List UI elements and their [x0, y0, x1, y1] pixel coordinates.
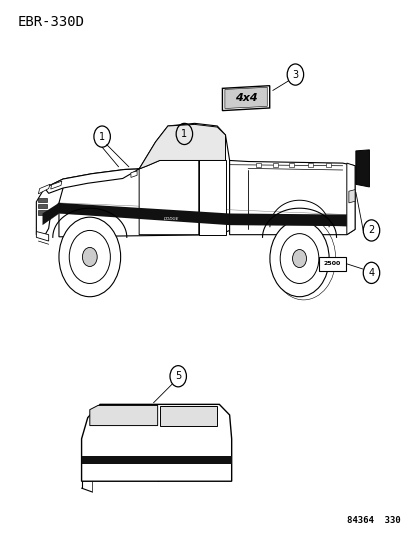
- Text: 84364  330: 84364 330: [346, 516, 399, 525]
- Polygon shape: [198, 160, 225, 235]
- Text: 4x4: 4x4: [234, 93, 257, 103]
- Polygon shape: [229, 160, 354, 235]
- Polygon shape: [318, 257, 345, 271]
- Text: EBR-330D: EBR-330D: [18, 14, 85, 29]
- Polygon shape: [81, 405, 231, 481]
- Text: 2500: 2500: [323, 261, 340, 266]
- Circle shape: [280, 233, 318, 284]
- Polygon shape: [325, 163, 330, 167]
- Polygon shape: [51, 181, 62, 189]
- Text: 2: 2: [368, 225, 374, 236]
- Polygon shape: [289, 163, 294, 167]
- Polygon shape: [139, 124, 225, 169]
- Polygon shape: [139, 160, 198, 235]
- Polygon shape: [346, 163, 354, 235]
- Polygon shape: [229, 214, 346, 226]
- Polygon shape: [43, 203, 59, 225]
- Circle shape: [69, 230, 110, 284]
- Polygon shape: [38, 204, 47, 208]
- Text: 1: 1: [181, 129, 187, 139]
- Text: 4: 4: [368, 268, 374, 278]
- Polygon shape: [59, 203, 229, 225]
- Polygon shape: [45, 123, 229, 237]
- Polygon shape: [45, 169, 139, 193]
- Polygon shape: [348, 190, 354, 203]
- Polygon shape: [272, 163, 277, 167]
- Circle shape: [59, 217, 120, 297]
- Text: 1: 1: [99, 132, 105, 142]
- Polygon shape: [38, 211, 47, 215]
- Polygon shape: [222, 86, 269, 111]
- Polygon shape: [256, 163, 261, 167]
- Circle shape: [269, 220, 328, 297]
- Polygon shape: [81, 456, 231, 464]
- Polygon shape: [36, 188, 63, 236]
- Circle shape: [82, 247, 97, 266]
- Polygon shape: [90, 406, 157, 425]
- Polygon shape: [36, 231, 49, 241]
- Polygon shape: [38, 198, 47, 202]
- Polygon shape: [355, 150, 368, 187]
- Polygon shape: [38, 184, 50, 194]
- Polygon shape: [307, 163, 312, 167]
- Polygon shape: [224, 87, 267, 109]
- Polygon shape: [159, 407, 217, 425]
- Polygon shape: [131, 171, 137, 177]
- Text: DODGE: DODGE: [164, 217, 179, 221]
- Text: 3: 3: [292, 70, 298, 79]
- Text: 5: 5: [175, 372, 181, 381]
- Circle shape: [292, 249, 306, 268]
